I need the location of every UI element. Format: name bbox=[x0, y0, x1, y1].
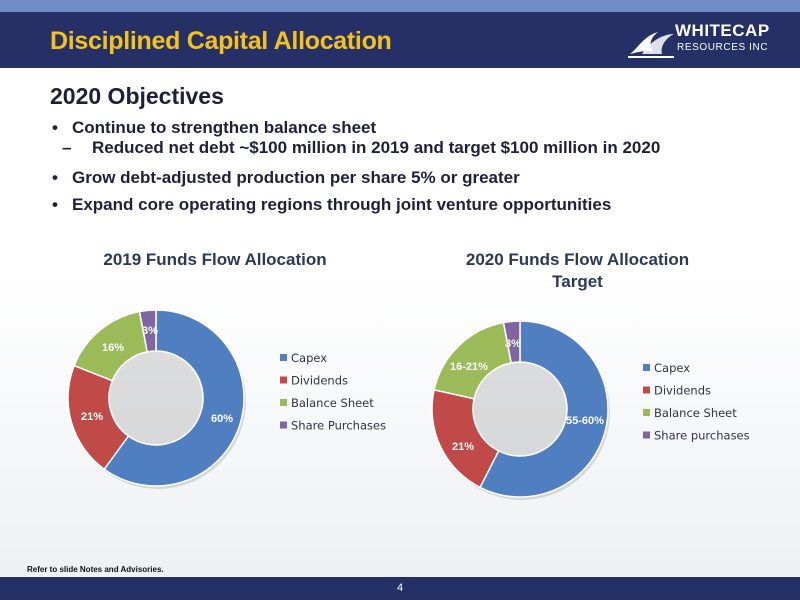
bullet-item: • Grow debt-adjusted production per shar… bbox=[52, 165, 611, 190]
legend-swatch bbox=[280, 421, 287, 429]
sub-bullet: – Reduced net debt ~$100 million in 2019 … bbox=[62, 138, 660, 158]
legend-label: Share Purchases bbox=[291, 419, 386, 433]
legend-label: Balance Sheet bbox=[291, 396, 374, 410]
header-bar bbox=[0, 12, 800, 68]
legend-swatch bbox=[280, 354, 287, 361]
chart-title-2020-line1: 2020 Funds Flow Allocation bbox=[465, 250, 690, 269]
chart-title-2020-line2: Target bbox=[552, 272, 603, 291]
donut-slice bbox=[479, 320, 609, 498]
slide-title: Disciplined Capital Allocation bbox=[50, 27, 392, 55]
chart-title-2020: 2020 Funds Flow Allocation Target bbox=[440, 249, 715, 293]
sub-bullet-marker: – bbox=[62, 138, 72, 157]
donut-slice bbox=[138, 309, 157, 353]
legend-swatch bbox=[643, 409, 650, 416]
logo-text-sub: RESOURCES INC bbox=[677, 42, 769, 53]
bullet-text: Expand core operating regions through jo… bbox=[72, 195, 612, 214]
bullet-text: Continue to strengthen balance sheet bbox=[72, 118, 377, 137]
bullet-text: Grow debt-adjusted production per share … bbox=[72, 168, 520, 187]
legend-swatch bbox=[643, 364, 650, 371]
objectives-title: 2020 Objectives bbox=[50, 83, 224, 109]
legend-label: Capex bbox=[291, 351, 327, 365]
donut-slice bbox=[502, 320, 521, 364]
legend-swatch bbox=[280, 376, 287, 384]
top-strip bbox=[0, 0, 800, 12]
company-logo: WHITECAP RESOURCES INC bbox=[628, 18, 793, 60]
bullet-marker: • bbox=[52, 118, 58, 137]
legend-swatch bbox=[643, 386, 650, 394]
bullet-marker: • bbox=[52, 168, 58, 187]
bullet-marker: • bbox=[52, 195, 58, 214]
footer-bar bbox=[0, 577, 800, 600]
data-label: 55-60% bbox=[566, 415, 604, 427]
legend-swatch bbox=[643, 431, 650, 439]
data-label: 16% bbox=[102, 342, 124, 354]
legend-label: Balance Sheet bbox=[654, 406, 737, 420]
legend-label: Share purchases bbox=[654, 429, 750, 443]
legend-swatch bbox=[280, 399, 287, 406]
legend-label: Capex bbox=[654, 361, 690, 375]
data-label: 21% bbox=[452, 441, 474, 453]
legend-label: Dividends bbox=[654, 384, 711, 398]
footer-note: Refer to slide Notes and Advisories. bbox=[27, 565, 164, 574]
page-number: 4 bbox=[396, 582, 404, 594]
data-label: 60% bbox=[211, 413, 233, 425]
data-label: 21% bbox=[81, 411, 103, 423]
donut-slice bbox=[103, 309, 245, 487]
bullet-item: • Continue to strengthen balance sheet bbox=[52, 115, 611, 140]
sub-bullet-text: Reduced net debt ~$100 million in 2019 a… bbox=[92, 138, 661, 157]
data-label: 16-21% bbox=[450, 361, 488, 373]
data-label: 3% bbox=[142, 325, 158, 337]
bullet-item: • Expand core operating regions through … bbox=[52, 192, 611, 217]
data-label: 3% bbox=[505, 338, 521, 350]
logo-text-main: WHITECAP bbox=[675, 21, 770, 40]
legend-label: Dividends bbox=[291, 374, 348, 388]
wave-logo-icon bbox=[628, 32, 674, 58]
chart-title-2019: 2019 Funds Flow Allocation bbox=[103, 250, 327, 269]
objectives-list: • Continue to strengthen balance sheet •… bbox=[52, 115, 611, 217]
